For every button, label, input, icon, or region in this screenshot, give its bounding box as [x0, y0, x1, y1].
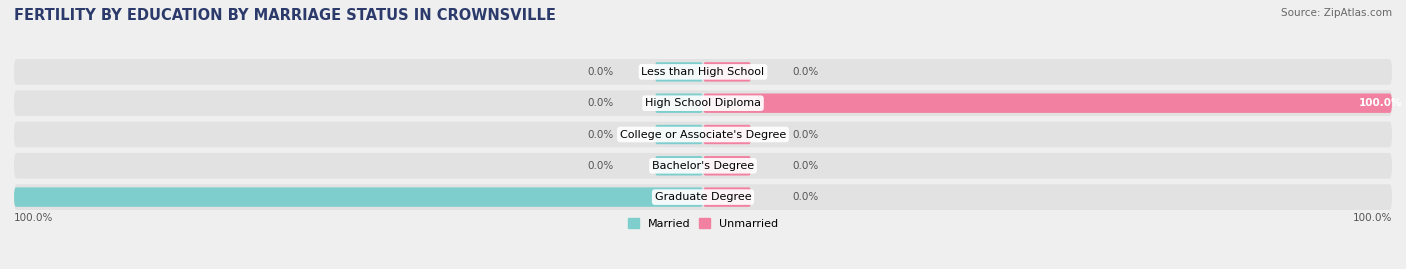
FancyBboxPatch shape — [14, 59, 1392, 85]
FancyBboxPatch shape — [655, 94, 703, 113]
FancyBboxPatch shape — [14, 187, 703, 207]
FancyBboxPatch shape — [14, 90, 1392, 116]
Text: College or Associate's Degree: College or Associate's Degree — [620, 129, 786, 140]
Text: High School Diploma: High School Diploma — [645, 98, 761, 108]
Text: 0.0%: 0.0% — [793, 192, 818, 202]
Text: 0.0%: 0.0% — [793, 67, 818, 77]
Legend: Married, Unmarried: Married, Unmarried — [627, 218, 779, 229]
Text: 0.0%: 0.0% — [588, 98, 613, 108]
FancyBboxPatch shape — [14, 184, 1392, 210]
Text: 0.0%: 0.0% — [793, 161, 818, 171]
Text: Graduate Degree: Graduate Degree — [655, 192, 751, 202]
Text: 0.0%: 0.0% — [588, 129, 613, 140]
Text: Source: ZipAtlas.com: Source: ZipAtlas.com — [1281, 8, 1392, 18]
FancyBboxPatch shape — [703, 62, 751, 82]
FancyBboxPatch shape — [655, 125, 703, 144]
Text: 0.0%: 0.0% — [588, 67, 613, 77]
Text: 0.0%: 0.0% — [793, 129, 818, 140]
Text: 0.0%: 0.0% — [588, 161, 613, 171]
Text: 100.0%: 100.0% — [1353, 213, 1392, 223]
FancyBboxPatch shape — [703, 187, 751, 207]
Text: FERTILITY BY EDUCATION BY MARRIAGE STATUS IN CROWNSVILLE: FERTILITY BY EDUCATION BY MARRIAGE STATU… — [14, 8, 555, 23]
FancyBboxPatch shape — [655, 156, 703, 175]
FancyBboxPatch shape — [703, 156, 751, 175]
Text: 100.0%: 100.0% — [14, 213, 53, 223]
Text: Less than High School: Less than High School — [641, 67, 765, 77]
FancyBboxPatch shape — [703, 94, 1392, 113]
Text: Bachelor's Degree: Bachelor's Degree — [652, 161, 754, 171]
FancyBboxPatch shape — [655, 62, 703, 82]
FancyBboxPatch shape — [14, 122, 1392, 147]
Text: 100.0%: 100.0% — [1358, 98, 1402, 108]
FancyBboxPatch shape — [703, 125, 751, 144]
FancyBboxPatch shape — [14, 153, 1392, 179]
